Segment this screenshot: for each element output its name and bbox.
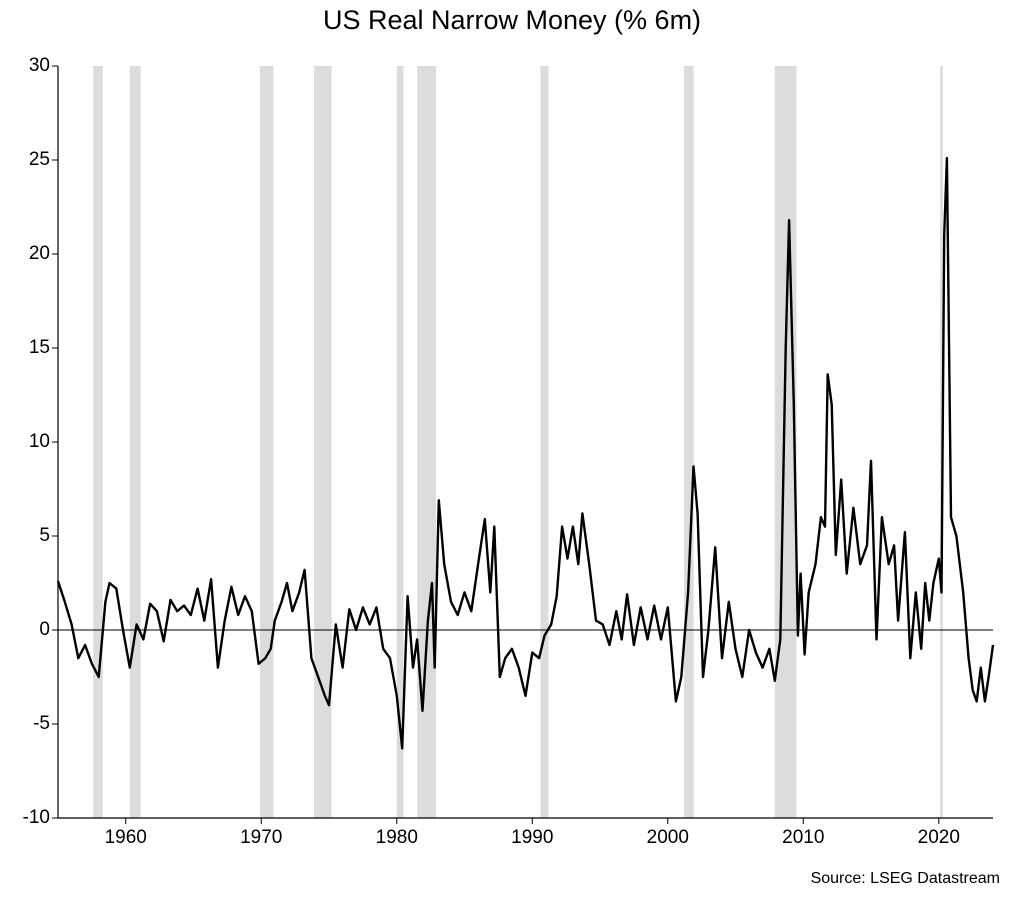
x-tick-label: 2000	[647, 827, 689, 848]
recession-band	[93, 66, 103, 818]
x-tick-label: 1980	[376, 827, 418, 848]
recession-band	[417, 66, 437, 818]
recession-band	[774, 66, 797, 818]
y-tick-label: -10	[23, 807, 50, 828]
recession-band	[129, 66, 141, 818]
y-tick-label: 30	[29, 55, 50, 76]
y-tick-label: 0	[39, 619, 50, 640]
y-tick-label: 20	[29, 243, 50, 264]
source-note: Source: LSEG Datastream	[811, 870, 1000, 887]
x-tick-label: 1970	[240, 827, 282, 848]
recession-band	[259, 66, 274, 818]
x-tick-label: 1960	[105, 827, 147, 848]
chart-title: US Real Narrow Money (% 6m)	[323, 5, 701, 35]
data-line	[56, 156, 995, 750]
x-tick-label: 2020	[918, 827, 960, 848]
y-tick-label: 5	[39, 525, 50, 546]
x-tick-label: 1990	[511, 827, 553, 848]
recession-band	[396, 66, 404, 818]
recession-band	[540, 66, 549, 818]
y-tick-label: -5	[33, 713, 50, 734]
y-tick-label: 15	[29, 337, 50, 358]
y-tick-label: 25	[29, 149, 50, 170]
y-tick-label: 10	[29, 431, 50, 452]
x-tick-label: 2010	[782, 827, 824, 848]
recession-band	[684, 66, 694, 818]
